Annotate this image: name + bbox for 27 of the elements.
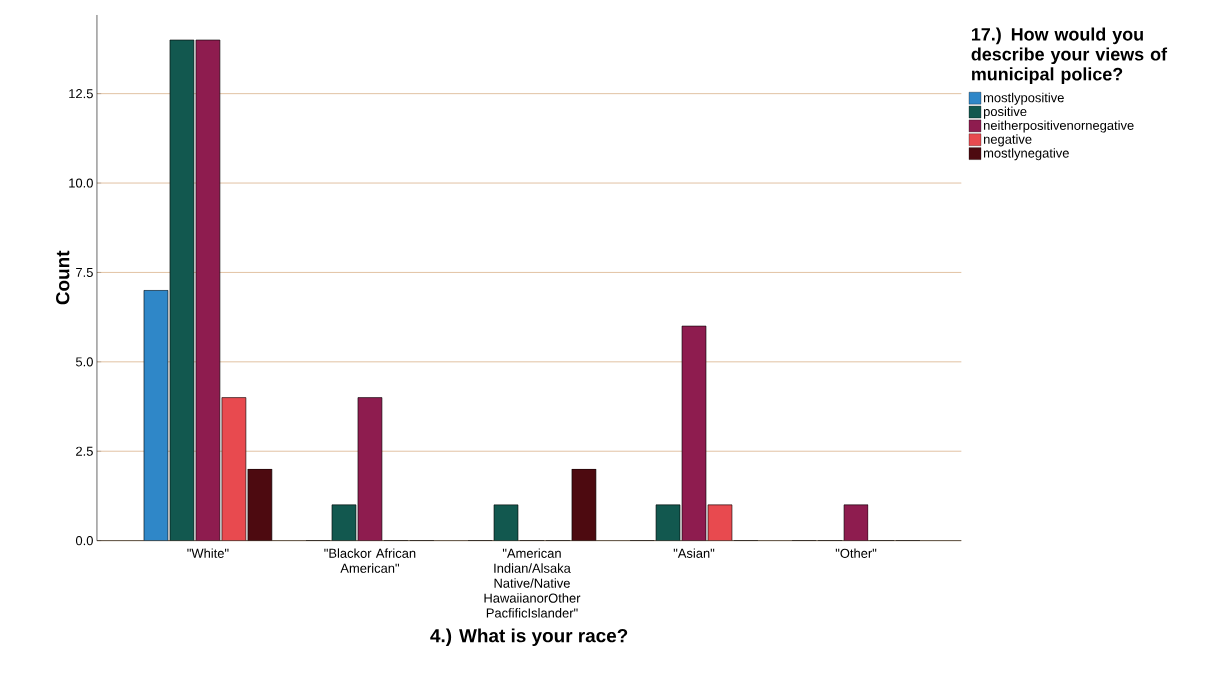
bar bbox=[169, 40, 194, 541]
legend-label: mostlynegative bbox=[984, 148, 1069, 161]
legend-label: positive bbox=[983, 106, 1027, 119]
legend-label: neitherpositivenornegative bbox=[984, 120, 1134, 133]
y-axis-title: Count bbox=[56, 250, 70, 305]
x-tick-label: "Asian" bbox=[673, 548, 715, 559]
x-tick-label: "White" bbox=[187, 548, 229, 559]
y-tick-label: 12.5 bbox=[69, 89, 93, 99]
y-tick-label: 5.0 bbox=[75, 357, 93, 367]
y-tick-label: 7.5 bbox=[76, 268, 93, 278]
bar bbox=[143, 290, 168, 541]
bar bbox=[195, 40, 220, 541]
bar bbox=[221, 397, 246, 541]
y-tick-label: 0.0 bbox=[75, 536, 93, 546]
legend-title: 17.) How would you describe your views of municipal police? bbox=[971, 27, 1168, 85]
y-tick-label: 10.0 bbox=[69, 178, 93, 188]
bar bbox=[682, 326, 706, 541]
bar bbox=[247, 469, 272, 541]
x-tick-label: "Other" bbox=[835, 548, 877, 559]
bar bbox=[571, 469, 596, 541]
x-tick-label: "Blackor African American" bbox=[324, 548, 416, 574]
bar bbox=[357, 397, 382, 541]
x-axis-title: 4.) What is your race? bbox=[430, 628, 628, 647]
y-tick-label: 2.5 bbox=[76, 446, 93, 457]
legend-label: mostlypositive bbox=[984, 92, 1064, 106]
x-tick-label: "American Indian/Alsaka Native/Native HawaiianorOther PacfificIslander" bbox=[484, 548, 581, 618]
legend-label: negative bbox=[984, 134, 1032, 147]
